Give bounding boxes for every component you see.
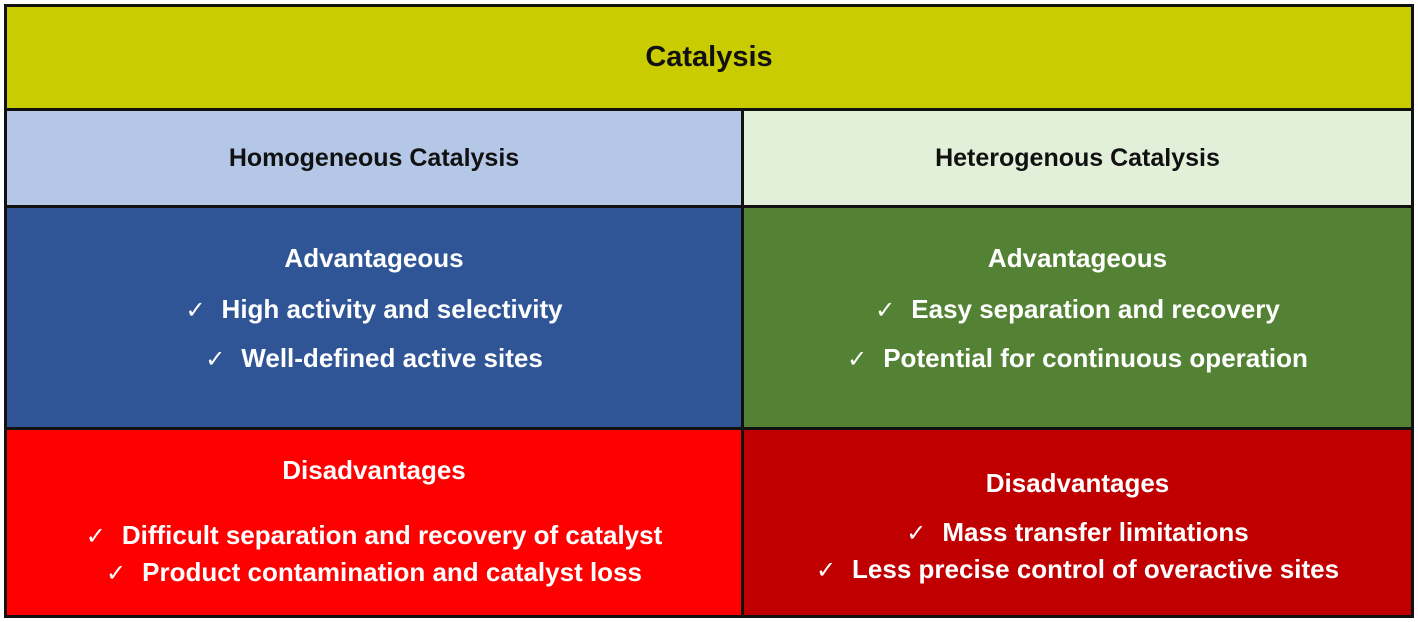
heterogeneous-advantage-item: ✓ Easy separation and recovery	[875, 294, 1280, 325]
heterogeneous-advantage-text: Potential for continuous operation	[883, 343, 1308, 373]
heterogeneous-advantages-cell: Advantageous ✓ Easy separation and recov…	[744, 208, 1411, 427]
heterogeneous-disadvantage-item: ✓ Mass transfer limitations	[906, 517, 1248, 548]
homogeneous-disadvantages-cell: Disadvantages ✓ Difficult separation and…	[7, 430, 741, 615]
homogeneous-disadvantages-title: Disadvantages	[282, 455, 466, 485]
check-icon: ✓	[847, 344, 868, 373]
homogeneous-disadvantage-item: ✓ Product contamination and catalyst los…	[106, 557, 642, 588]
check-icon: ✓	[205, 344, 226, 373]
heterogeneous-disadvantages-title: Disadvantages	[985, 468, 1170, 498]
homogeneous-advantage-text: Well-defined active sites	[241, 343, 543, 373]
check-icon: ✓	[815, 555, 837, 584]
heterogeneous-disadvantage-item: ✓ Less precise control of overactive sit…	[816, 554, 1339, 585]
check-icon: ✓	[106, 558, 127, 587]
homogeneous-advantages-title: Advantageous	[284, 243, 464, 273]
check-icon: ✓	[85, 521, 106, 550]
heterogeneous-header-cell: Heterogenous Catalysis	[744, 111, 1411, 205]
heterogeneous-disadvantage-text: Mass transfer limitations	[942, 517, 1249, 547]
heterogeneous-advantages-title: Advantageous	[987, 243, 1168, 273]
homogeneous-heading: Homogeneous Catalysis	[228, 143, 520, 172]
table-title: Catalysis	[645, 41, 773, 73]
heterogeneous-advantage-item: ✓ Potential for continuous operation	[847, 343, 1308, 374]
homogeneous-advantage-item: ✓ High activity and selectivity	[185, 294, 562, 325]
heterogeneous-disadvantages-cell: Disadvantages ✓ Mass transfer limitation…	[744, 430, 1411, 615]
homogeneous-disadvantage-item: ✓ Difficult separation and recovery of c…	[86, 520, 663, 551]
homogeneous-advantages-cell: Advantageous ✓ High activity and selecti…	[7, 208, 741, 427]
heterogeneous-heading: Heterogenous Catalysis	[935, 143, 1220, 172]
catalysis-comparison-table: Catalysis Homogeneous Catalysis Heteroge…	[4, 4, 1414, 618]
homogeneous-disadvantage-text: Difficult separation and recovery of cat…	[121, 520, 663, 550]
check-icon: ✓	[875, 295, 896, 324]
title-cell: Catalysis	[7, 7, 1411, 108]
heterogeneous-advantage-text: Easy separation and recovery	[911, 294, 1280, 324]
homogeneous-advantage-text: High activity and selectivity	[221, 294, 563, 324]
homogeneous-disadvantage-text: Product contamination and catalyst loss	[142, 557, 642, 587]
check-icon: ✓	[185, 295, 206, 324]
homogeneous-header-cell: Homogeneous Catalysis	[7, 111, 741, 205]
heterogeneous-disadvantage-text: Less precise control of overactive sites	[852, 554, 1340, 584]
homogeneous-advantage-item: ✓ Well-defined active sites	[205, 343, 543, 374]
check-icon: ✓	[906, 518, 927, 547]
